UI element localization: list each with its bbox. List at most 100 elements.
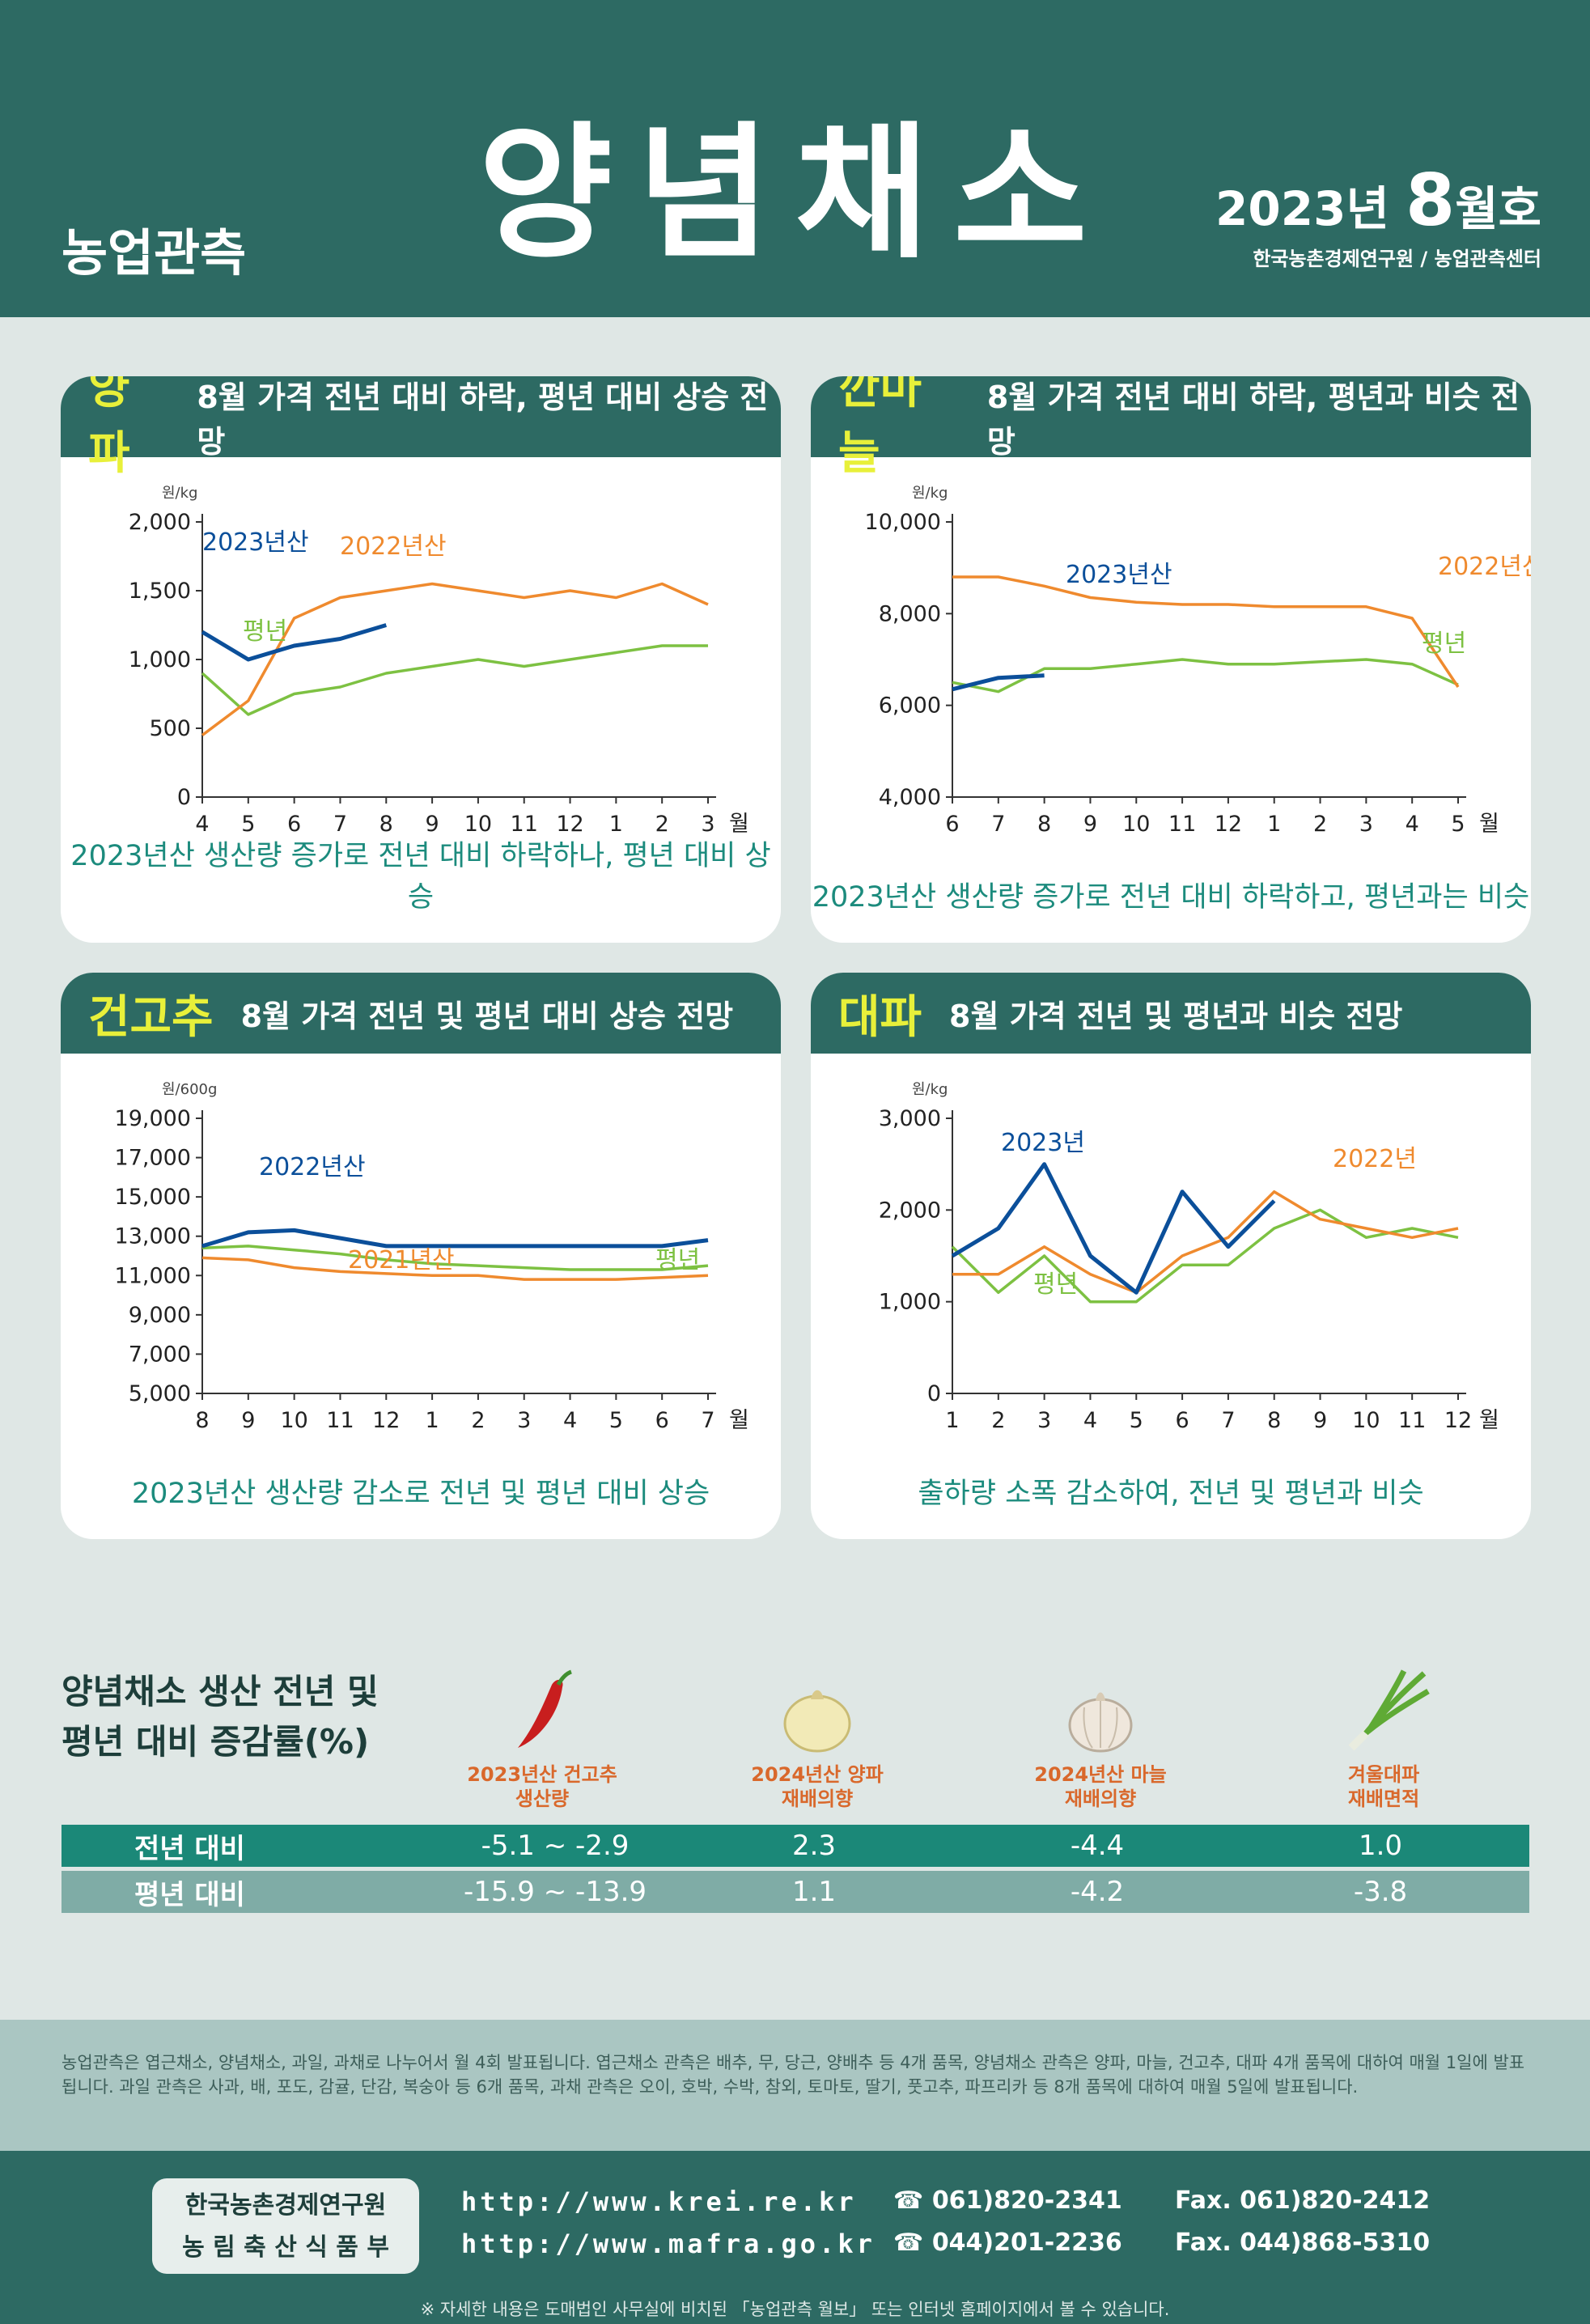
stats-cell: 2.3 bbox=[791, 1830, 837, 1862]
stats-row-label: 평년 대비 bbox=[134, 1878, 245, 1911]
stats-col-head-line2: 재배의향 bbox=[781, 1788, 854, 1810]
stats-col-head: 2023년산 건고추 생산량 bbox=[437, 1762, 647, 1811]
series-line bbox=[201, 1256, 709, 1281]
x-tick-label: 9 bbox=[241, 1408, 255, 1433]
x-tick-label: 4 bbox=[1406, 812, 1419, 837]
footer-note: ※ 자세한 내용은 도매법인 사무실에 비치된 「농업관측 월보」 또는 인터넷… bbox=[420, 2300, 1170, 2319]
series-label: 2021년산 bbox=[348, 1246, 455, 1274]
panel-header: 깐마늘 8월 가격 전년 대비 하락, 평년과 비슷 전망 bbox=[811, 376, 1531, 480]
stats-row-prev-year: 전년 대비 -5.1 ~ -2.9 2.3 -4.4 1.0 bbox=[61, 1825, 1529, 1867]
unit-label: 원/kg bbox=[912, 485, 948, 502]
x-tick-label: 12 bbox=[1215, 812, 1242, 837]
x-tick-label: 7 bbox=[1221, 1408, 1235, 1433]
url-link-krei[interactable]: http://www.krei.re.kr bbox=[461, 2186, 857, 2217]
x-tick-label: 4 bbox=[1083, 1408, 1097, 1433]
stats-cell: 1.0 bbox=[1358, 1830, 1403, 1862]
garlic-icon bbox=[1068, 1692, 1133, 1753]
x-tick-label: 3 bbox=[517, 1408, 531, 1433]
x-tick-label: 6 bbox=[655, 1408, 669, 1433]
x-tick-label: 1 bbox=[945, 1408, 959, 1433]
panel-name: 양파 bbox=[88, 376, 130, 480]
x-tick-label: 2 bbox=[655, 812, 669, 837]
org-label: 한국농촌경제연구원 / 농업관측센터 bbox=[1253, 248, 1541, 270]
y-tick-label: 1,500 bbox=[129, 579, 191, 604]
stats-col-head-line1: 2023년산 건고추 bbox=[467, 1763, 617, 1786]
x-tick-label: 1 bbox=[609, 812, 623, 837]
y-tick-label: 19,000 bbox=[115, 1106, 191, 1131]
y-tick-label: 17,000 bbox=[115, 1146, 191, 1171]
x-tick-label: 11 bbox=[326, 1408, 354, 1433]
x-tick-label: 8 bbox=[1037, 812, 1051, 837]
y-tick-label: 5,000 bbox=[129, 1381, 191, 1406]
x-tick-label: 9 bbox=[1083, 812, 1097, 837]
series-line bbox=[201, 582, 709, 736]
series-line bbox=[952, 658, 1459, 693]
x-unit-label: 월 bbox=[1479, 812, 1499, 837]
series-label: 평년 bbox=[243, 617, 287, 646]
footer: 한국농촌경제연구원 농 림 축 산 식 품 부 http://www.krei.… bbox=[0, 2151, 1590, 2324]
series-label: 평년 bbox=[655, 1246, 700, 1274]
series-label: 평년 bbox=[1033, 1270, 1078, 1299]
url-link-mafra[interactable]: http://www.mafra.go.kr bbox=[461, 2229, 876, 2259]
y-tick-label: 6,000 bbox=[879, 693, 941, 719]
x-unit-label: 월 bbox=[1479, 1408, 1499, 1433]
x-tick-label: 1 bbox=[1267, 812, 1281, 837]
x-unit-label: 월 bbox=[729, 1408, 749, 1433]
stats-col-head-line2: 재배의향 bbox=[1064, 1788, 1137, 1810]
y-tick-label: 13,000 bbox=[115, 1224, 191, 1249]
panel-onion: 양파 8월 가격 전년 대비 하락, 평년 대비 상승 전망 원/kg 0 500 1… bbox=[61, 376, 781, 943]
note-text: 농업관측은 엽근채소, 양념채소, 과일, 과채로 나누어서 월 4회 발표됩니… bbox=[0, 2020, 1590, 2151]
stats-col-head-line2: 생산량 bbox=[515, 1788, 570, 1810]
panel-caption: 2023년산 생산량 증가로 전년 대비 하락하나, 평년 대비 상승 bbox=[70, 840, 771, 914]
x-unit-label: 월 bbox=[729, 812, 749, 837]
panel-garlic: 깐마늘 8월 가격 전년 대비 하락, 평년과 비슷 전망 원/kg 4,000 6… bbox=[811, 376, 1531, 943]
stats-cell: 1.1 bbox=[791, 1876, 837, 1908]
stats-col-head-line1: 2024년산 마늘 bbox=[1034, 1763, 1167, 1786]
stats-col-head-line1: 2024년산 양파 bbox=[751, 1763, 884, 1786]
series-label: 2022년산 bbox=[259, 1153, 366, 1181]
x-tick-label: 11 bbox=[511, 812, 538, 837]
x-tick-label: 12 bbox=[556, 812, 583, 837]
x-tick-label: 1 bbox=[425, 1408, 439, 1433]
y-tick-label: 15,000 bbox=[115, 1185, 191, 1210]
header-banner: 농업관측 양념채소 2023년 8월호 한국농촌경제연구원 / 농업관측센터 bbox=[0, 0, 1590, 317]
panel-header: 대파 8월 가격 전년 및 평년과 비슷 전망 bbox=[811, 973, 1531, 1054]
x-tick-label: 7 bbox=[991, 812, 1005, 837]
x-tick-label: 12 bbox=[1444, 1408, 1472, 1433]
x-tick-label: 12 bbox=[372, 1408, 400, 1433]
series-label: 2022년 bbox=[1333, 1145, 1417, 1173]
panel-subtitle: 8월 가격 전년 대비 하락, 평년과 비슷 전망 bbox=[986, 380, 1520, 460]
series-line bbox=[952, 1190, 1459, 1295]
stats-cell: -4.4 bbox=[1070, 1830, 1125, 1862]
x-tick-label: 10 bbox=[280, 1408, 307, 1433]
issue-year: 2023년 bbox=[1215, 181, 1389, 236]
series-label: 2023년산 bbox=[202, 528, 309, 557]
series-line bbox=[201, 623, 388, 662]
y-tick-label: 2,000 bbox=[879, 1198, 941, 1223]
x-tick-label: 8 bbox=[195, 1408, 209, 1433]
y-tick-label: 7,000 bbox=[129, 1342, 191, 1367]
unit-label: 원/600g bbox=[162, 1081, 217, 1098]
issue-label: 2023년 8월호 bbox=[1215, 159, 1541, 242]
stats-col-head: 겨울대파 재배면적 bbox=[1278, 1762, 1489, 1811]
fax-mafra: Fax. 044)868-5310 bbox=[1175, 2229, 1431, 2257]
y-tick-label: 0 bbox=[927, 1381, 941, 1406]
x-tick-label: 4 bbox=[195, 812, 209, 837]
x-tick-label: 2 bbox=[471, 1408, 485, 1433]
series-line bbox=[201, 1228, 709, 1249]
stats-title: 양념채소 생산 전년 및 평년 대비 증감률(%) bbox=[61, 1667, 379, 1767]
series-line bbox=[201, 644, 708, 716]
brand-label: 농업관측 bbox=[61, 223, 247, 282]
y-tick-label: 2,000 bbox=[129, 510, 191, 535]
panel-green-onion: 대파 8월 가격 전년 및 평년과 비슷 전망 원/kg 0 1,000 2,000 3… bbox=[811, 973, 1531, 1539]
x-tick-label: 8 bbox=[379, 812, 393, 837]
unit-label: 원/kg bbox=[162, 485, 197, 502]
panel-header: 건고추 8월 가격 전년 및 평년 대비 상승 전망 bbox=[61, 973, 781, 1054]
y-tick-label: 10,000 bbox=[865, 510, 941, 535]
panel-caption: 2023년산 생산량 감소로 전년 및 평년 대비 상승 bbox=[131, 1478, 710, 1510]
x-tick-label: 9 bbox=[1313, 1408, 1327, 1433]
green-onion-icon bbox=[1348, 1669, 1430, 1751]
